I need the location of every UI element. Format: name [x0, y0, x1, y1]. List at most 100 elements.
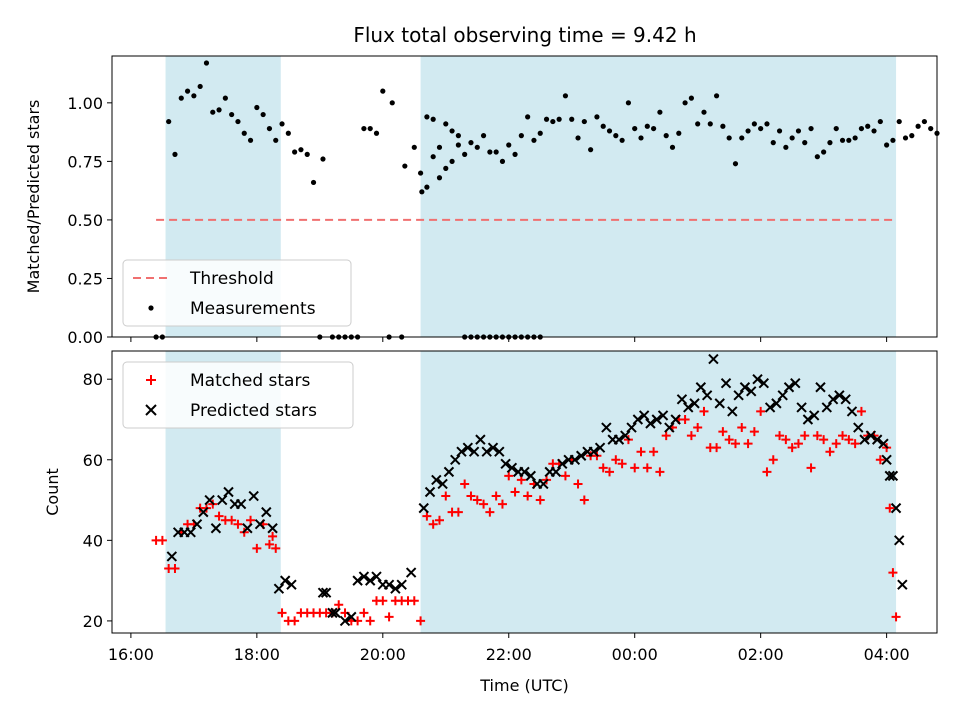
measurement-point: [191, 93, 197, 99]
legend-label: Predicted stars: [190, 401, 317, 421]
y-tick-label: 0.25: [67, 269, 103, 288]
matched-point: [491, 491, 501, 501]
legend-box: [122, 259, 352, 327]
matched-point: [712, 443, 722, 453]
predicted-point: [632, 414, 644, 425]
measurement-point: [688, 95, 694, 101]
predicted-point: [884, 470, 895, 482]
legend: Threshold Measurements: [122, 259, 352, 327]
predicted-point: [783, 382, 795, 393]
y-tick-label: 80: [83, 370, 103, 389]
predicted-point: [358, 571, 370, 582]
measurement-point: [575, 135, 581, 141]
measurement-point: [525, 114, 531, 120]
matched-point: [888, 568, 898, 578]
matched-point: [686, 431, 696, 441]
predicted-point: [758, 378, 770, 389]
measurement-point: [424, 184, 430, 190]
predicted-point: [320, 587, 332, 598]
predicted-point: [383, 579, 395, 590]
predicted-point: [339, 615, 351, 627]
measurement-point: [184, 88, 191, 94]
measurement-point: [430, 116, 436, 122]
measurement-point: [229, 111, 235, 118]
measurement-point: [419, 189, 425, 195]
observing-window-1: [420, 351, 897, 633]
measurement-point: [871, 128, 877, 134]
matched-point: [290, 616, 300, 626]
measurement-point: [909, 133, 915, 139]
matched-point: [885, 503, 895, 513]
y-axis-label: Matched/Predicted stars: [24, 100, 43, 294]
measurement-point: [726, 135, 732, 141]
predicted-point: [594, 442, 606, 453]
measurement-point: [682, 100, 688, 106]
measurement-point: [795, 128, 802, 134]
chart-title: Flux total observing time = 9.42 h: [353, 23, 696, 47]
predicted-point: [859, 434, 870, 445]
predicted-point: [676, 394, 688, 405]
matched-point: [579, 495, 589, 505]
matched-point: [157, 535, 167, 545]
matched-point: [460, 479, 470, 489]
matched-point: [497, 499, 507, 509]
measurement-point: [720, 123, 726, 129]
predicted-point: [346, 611, 357, 623]
predicted-point: [242, 523, 253, 534]
measurement-point: [361, 125, 367, 132]
predicted-point: [821, 402, 832, 413]
measurement-point: [600, 123, 606, 129]
matched-point: [693, 423, 703, 433]
measurement-point: [550, 118, 556, 125]
measurement-point: [613, 133, 619, 139]
predicted-point: [771, 398, 782, 409]
predicted-point: [720, 378, 732, 389]
predicted-point: [670, 414, 681, 425]
measurement-point: [210, 109, 216, 115]
measurement-point: [651, 125, 657, 132]
measurement-point: [480, 133, 487, 139]
matched-point: [800, 431, 810, 441]
y-tick-label: 20: [83, 612, 103, 631]
predicted-point: [834, 390, 845, 401]
measurement-point: [304, 151, 310, 157]
predicted-point: [887, 470, 899, 482]
measurement-point: [235, 118, 241, 125]
predicted-point: [327, 607, 338, 619]
measurement-point: [814, 154, 820, 160]
matched-point: [252, 543, 262, 553]
matched-point: [875, 455, 885, 465]
predicted-point: [371, 571, 382, 582]
predicted-point: [191, 519, 203, 530]
matched-point: [630, 463, 640, 473]
measurement-point: [632, 125, 638, 132]
legend: Matched stars Predicted stars: [122, 361, 354, 429]
predicted-point: [714, 398, 725, 409]
matched-point: [850, 439, 860, 449]
measurement-point: [417, 170, 424, 176]
predicted-point: [418, 502, 429, 514]
x-tick-label: 18:00: [234, 645, 280, 664]
predicted-point: [727, 406, 738, 417]
measurement-point: [921, 118, 928, 125]
matched-point: [793, 439, 803, 449]
legend-matched-swatch: [146, 375, 156, 385]
predicted-point: [601, 422, 612, 433]
predicted-point: [317, 587, 329, 598]
predicted-point: [557, 458, 568, 470]
predicted-point: [764, 402, 776, 413]
matched-point: [504, 471, 514, 481]
predicted-point: [651, 414, 662, 425]
predicted-point: [853, 422, 864, 433]
matched-point: [642, 463, 652, 473]
observing-window-1: [420, 56, 897, 337]
matched-point: [730, 439, 740, 449]
matched-point: [453, 507, 463, 517]
predicted-point: [708, 353, 719, 365]
measurement-point: [166, 118, 172, 125]
matched-point: [699, 406, 709, 416]
measurement-point: [619, 137, 625, 143]
predicted-point: [840, 394, 851, 405]
predicted-point: [827, 394, 839, 405]
